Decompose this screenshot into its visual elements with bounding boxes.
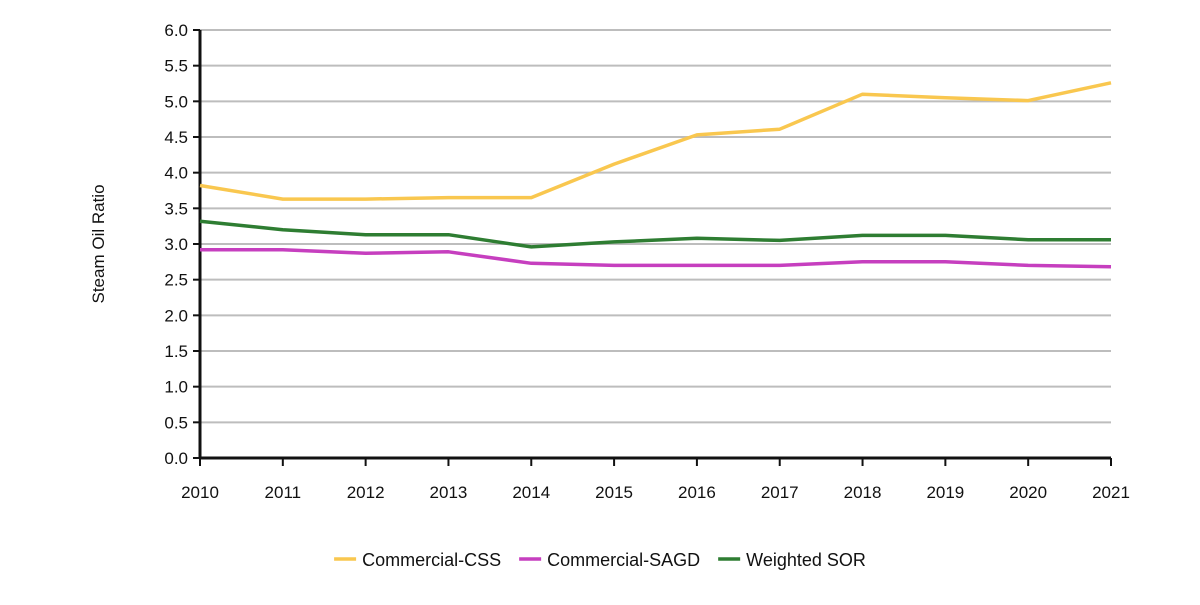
x-tick-labels: 2010 2011 2012 2013 2014 2015 2016 2017 2018 2019… [181,483,1130,502]
x-tick-label: 2011 [265,483,302,502]
y-tick-label: 3.0 [164,235,188,254]
x-tick-label: 2013 [430,483,468,502]
legend-item-weighted-sor: Weighted SOR [718,550,866,570]
x-tick-label: 2012 [347,483,385,502]
x-tick-label: 2010 [181,483,219,502]
x-tick-label: 2020 [1009,483,1047,502]
series-line-commercial-sagd [200,247,1112,269]
legend-item-commercial-css: Commercial-CSS [334,550,501,570]
y-axis-label: Steam Oil Ratio [89,184,108,303]
legend-label: Commercial-CSS [362,550,501,570]
y-tick-label: 5.5 [164,57,188,76]
gridlines [200,29,1111,424]
y-tick-label: 5.0 [164,92,188,111]
series-line-weighted-sor [199,219,1111,249]
y-tick-label: 1.0 [164,378,188,397]
y-tick-label: 4.5 [164,128,188,147]
y-tick-label: 0.0 [164,449,188,468]
axes [193,29,1112,466]
y-tick-label: 0.5 [164,413,188,432]
x-tick-label: 2014 [512,483,550,502]
x-tick-label: 2018 [844,483,882,502]
x-tick-label: 2017 [761,483,799,502]
y-tick-labels: 0.0 0.5 1.0 1.5 2.0 2.5 3.0 3.5 4.0 4.5 5.0 5.5 6.0 [164,21,188,468]
series-lines [199,81,1112,269]
y-tick-label: 3.5 [164,199,188,218]
y-tick-label: 4.0 [164,164,188,183]
x-tick-label: 2016 [678,483,716,502]
legend-label: Weighted SOR [746,550,866,570]
y-tick-label: 6.0 [164,21,188,40]
y-tick-label: 2.0 [164,306,188,325]
legend: Commercial-CSS Commercial-SAGD Weighted SO… [334,550,866,570]
x-tick-label: 2015 [595,483,633,502]
y-tick-label: 1.5 [164,342,188,361]
legend-item-commercial-sagd: Commercial-SAGD [519,550,700,570]
series-line-commercial-css [199,81,1112,201]
legend-label: Commercial-SAGD [547,550,700,570]
x-tick-label: 2019 [926,483,964,502]
y-tick-label: 2.5 [164,271,188,290]
x-tick-label: 2021 [1092,483,1130,502]
